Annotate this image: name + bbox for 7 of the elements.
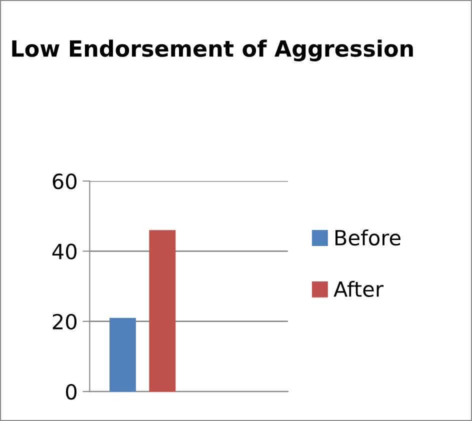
legend-label: Before	[335, 229, 400, 246]
legend-label: After	[334, 280, 384, 297]
y-tick-label: 0	[66, 384, 76, 400]
chart-title: Low Endorsement of Aggression	[12, 40, 413, 62]
y-tick-label: 20	[52, 314, 76, 330]
y-tick-label: 40	[52, 244, 76, 260]
y-tick-label: 60	[52, 173, 76, 190]
